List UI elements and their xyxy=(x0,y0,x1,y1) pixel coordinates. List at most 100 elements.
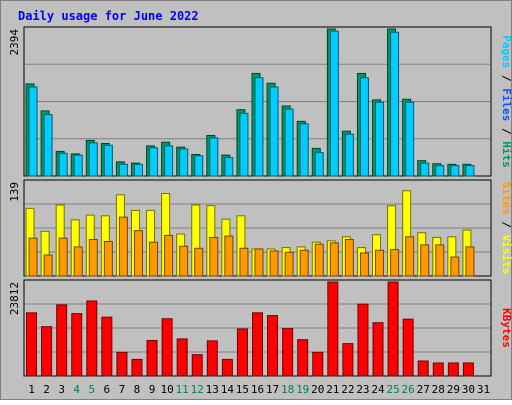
x-tick-label-16: 16 xyxy=(251,383,264,396)
axis-label-part: KBytes xyxy=(500,308,512,348)
bar-files-day-2 xyxy=(44,115,52,176)
axis-label-part: Files xyxy=(500,88,512,121)
x-tick-label-29: 29 xyxy=(447,383,460,396)
bar-kbytes-day-25 xyxy=(388,282,398,376)
bar-files-day-12 xyxy=(195,156,203,176)
bar-kbytes-day-3 xyxy=(57,305,67,376)
bar-sites-day-9 xyxy=(150,242,158,276)
bar-sites-day-24 xyxy=(376,250,384,276)
ymax-label-pages-files-hits: 2394 xyxy=(8,29,21,56)
bar-kbytes-day-26 xyxy=(403,319,413,376)
x-tick-label-15: 15 xyxy=(236,383,249,396)
x-tick-label-21: 21 xyxy=(326,383,339,396)
x-tick-label-5: 5 xyxy=(88,383,95,396)
x-tick-label-7: 7 xyxy=(119,383,126,396)
x-tick-label-1: 1 xyxy=(28,383,35,396)
bar-kbytes-day-4 xyxy=(72,314,82,376)
ymax-label-kbytes: 23812 xyxy=(8,282,21,315)
bar-files-day-7 xyxy=(119,164,127,176)
bar-kbytes-day-1 xyxy=(27,313,37,376)
bar-kbytes-day-21 xyxy=(328,282,338,376)
bar-files-day-21 xyxy=(330,31,338,176)
bar-sites-day-21 xyxy=(330,243,338,276)
x-tick-label-10: 10 xyxy=(160,383,173,396)
bar-files-day-29 xyxy=(451,166,459,176)
x-tick-label-28: 28 xyxy=(432,383,445,396)
bar-files-day-22 xyxy=(345,134,353,176)
bar-files-day-28 xyxy=(436,166,444,176)
bar-sites-day-16 xyxy=(255,249,263,276)
x-tick-label-4: 4 xyxy=(73,383,80,396)
bar-sites-day-23 xyxy=(360,253,368,276)
bar-files-day-24 xyxy=(376,102,384,176)
bar-sites-day-22 xyxy=(345,239,353,276)
bar-kbytes-day-30 xyxy=(463,363,473,376)
bar-sites-day-4 xyxy=(74,247,82,276)
bar-sites-day-8 xyxy=(134,231,142,276)
bar-kbytes-day-12 xyxy=(192,355,202,376)
bar-kbytes-day-18 xyxy=(283,329,293,376)
axis-label-part: Pages xyxy=(500,35,512,68)
bar-kbytes-day-14 xyxy=(222,359,232,376)
bar-files-day-9 xyxy=(150,148,158,176)
x-tick-label-24: 24 xyxy=(371,383,385,396)
x-tick-label-23: 23 xyxy=(356,383,369,396)
bar-sites-day-25 xyxy=(391,250,399,276)
bar-kbytes-day-8 xyxy=(132,359,142,376)
x-tick-label-6: 6 xyxy=(104,383,111,396)
bar-sites-day-13 xyxy=(210,237,218,276)
bar-files-day-10 xyxy=(165,146,173,176)
bar-sites-day-27 xyxy=(421,245,429,276)
bar-files-day-1 xyxy=(29,87,37,176)
bar-sites-day-18 xyxy=(285,252,293,276)
bar-kbytes-day-20 xyxy=(313,352,323,376)
x-tick-label-25: 25 xyxy=(386,383,399,396)
bar-sites-day-19 xyxy=(300,250,308,276)
bar-kbytes-day-10 xyxy=(162,319,172,376)
x-tick-label-8: 8 xyxy=(134,383,141,396)
axis-label-part: / xyxy=(500,68,512,88)
bar-kbytes-day-29 xyxy=(448,363,458,376)
bar-kbytes-day-17 xyxy=(268,316,278,376)
axis-label-part: Hits xyxy=(500,141,512,168)
bar-kbytes-day-6 xyxy=(102,317,112,376)
bar-sites-day-20 xyxy=(315,244,323,276)
bar-files-day-14 xyxy=(225,158,233,176)
bar-sites-day-28 xyxy=(436,245,444,276)
bar-sites-day-3 xyxy=(59,238,67,276)
bar-files-day-15 xyxy=(240,113,248,176)
axis-label-part: Sites xyxy=(500,182,512,215)
chart-title: Daily usage for June 2022 xyxy=(18,9,199,23)
bar-kbytes-day-7 xyxy=(117,352,127,376)
bar-sites-day-14 xyxy=(225,236,233,276)
bar-kbytes-day-19 xyxy=(298,340,308,376)
bar-sites-day-12 xyxy=(195,248,203,276)
bar-files-day-27 xyxy=(421,163,429,176)
ymax-label-visits-sites: 139 xyxy=(8,182,21,202)
bar-sites-day-1 xyxy=(29,238,37,276)
bar-files-day-17 xyxy=(270,87,278,176)
x-tick-label-31: 31 xyxy=(477,383,490,396)
bar-kbytes-day-27 xyxy=(418,361,428,376)
bar-files-day-6 xyxy=(104,145,112,176)
x-tick-label-26: 26 xyxy=(402,383,415,396)
axis-label-pages-files-hits: Pages / Files / Hits xyxy=(500,35,512,168)
bar-sites-day-29 xyxy=(451,257,459,276)
axis-label-kbytes: KBytes xyxy=(500,308,512,348)
bar-sites-day-5 xyxy=(89,239,97,276)
x-tick-label-3: 3 xyxy=(58,383,65,396)
x-tick-label-12: 12 xyxy=(191,383,204,396)
bar-files-day-8 xyxy=(134,164,142,176)
x-tick-label-9: 9 xyxy=(149,383,156,396)
axis-label-part: Visits xyxy=(500,235,512,275)
axis-label-visits-sites: Sites / Visits xyxy=(500,182,512,275)
bar-sites-day-30 xyxy=(466,247,474,276)
x-tick-label-2: 2 xyxy=(43,383,50,396)
bar-files-day-30 xyxy=(466,166,474,176)
bar-sites-day-10 xyxy=(165,235,173,276)
x-tick-label-13: 13 xyxy=(206,383,219,396)
bar-kbytes-day-2 xyxy=(42,327,52,376)
bar-files-day-25 xyxy=(391,32,399,176)
